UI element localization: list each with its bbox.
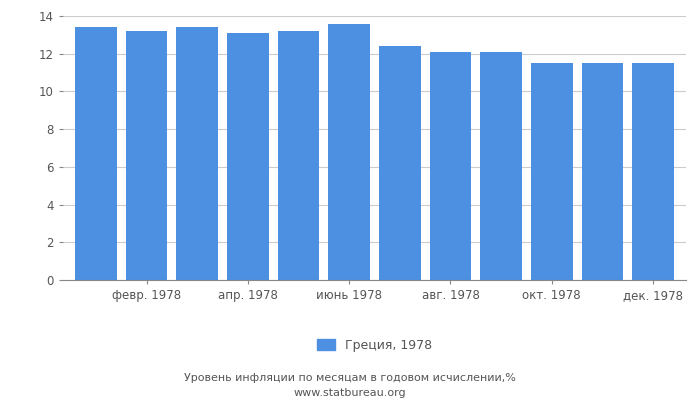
Bar (227, 33, 269, 280)
Legend: Греция, 1978: Греция, 1978 (312, 334, 438, 357)
Bar (531, 63, 573, 280)
Bar (176, 27, 218, 280)
Bar (582, 63, 623, 280)
Bar (328, 24, 370, 280)
Bar (480, 52, 522, 280)
Bar (278, 31, 319, 280)
Bar (379, 46, 421, 280)
Bar (430, 52, 471, 280)
Text: www.statbureau.org: www.statbureau.org (294, 388, 406, 398)
Text: Уровень инфляции по месяцам в годовом исчислении,%: Уровень инфляции по месяцам в годовом ис… (184, 373, 516, 383)
Bar (75, 27, 117, 280)
Bar (632, 63, 674, 280)
Bar (126, 31, 167, 280)
